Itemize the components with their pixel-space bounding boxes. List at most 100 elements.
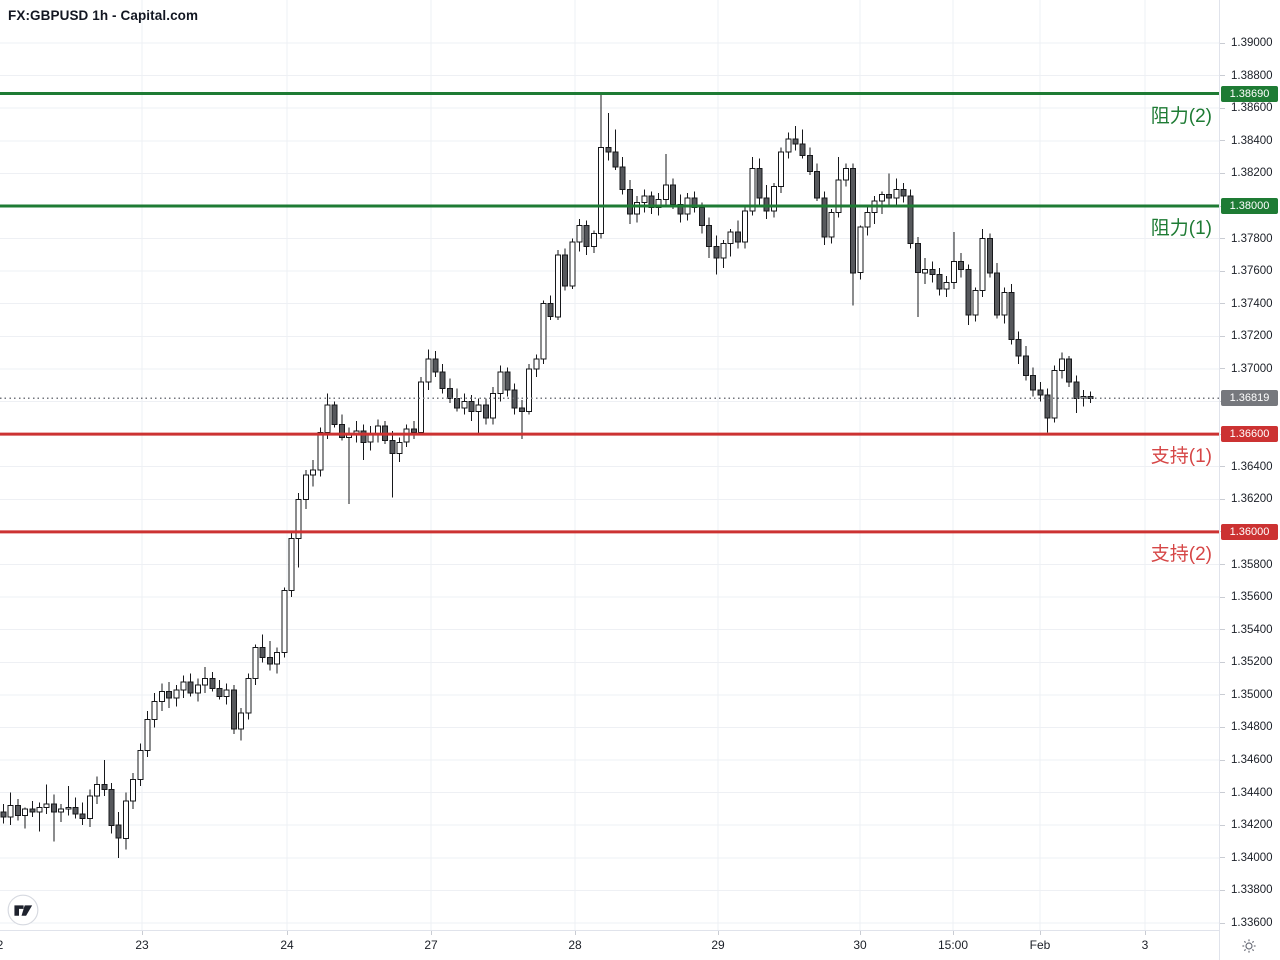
candle xyxy=(670,178,677,210)
level-lines xyxy=(0,92,1219,534)
price-tick-label: 1.33800 xyxy=(1231,884,1273,897)
candle xyxy=(410,421,417,439)
level-annotation[interactable]: 支持(1) xyxy=(1150,446,1212,468)
time-tick-label: 15:00 xyxy=(937,938,969,952)
candle xyxy=(619,157,626,195)
level-annotation[interactable]: 阻力(1) xyxy=(1150,218,1212,239)
candle xyxy=(634,196,641,223)
candle xyxy=(439,364,446,394)
candle xyxy=(691,191,698,213)
candle xyxy=(1044,388,1051,433)
price-tick-label: 1.35000 xyxy=(1231,688,1273,701)
price-axis-tick xyxy=(1220,270,1225,272)
time-tick-label: 24 xyxy=(280,938,294,952)
candle xyxy=(1008,284,1015,345)
candle xyxy=(144,711,151,757)
tradingview-logo-icon[interactable] xyxy=(7,894,39,926)
candle xyxy=(943,276,950,298)
candle xyxy=(166,681,173,708)
candle xyxy=(108,782,115,834)
candle xyxy=(151,693,158,728)
candle xyxy=(562,248,569,291)
price-axis-tick xyxy=(1220,466,1225,468)
candle xyxy=(187,673,194,697)
candle xyxy=(353,421,360,443)
time-axis-tick xyxy=(860,931,861,935)
price-tick-label: 1.38200 xyxy=(1231,167,1273,180)
candle xyxy=(569,238,576,290)
settings-gear-icon[interactable] xyxy=(1241,938,1257,954)
candle xyxy=(965,264,972,325)
candle xyxy=(94,776,101,804)
time-axis-tick xyxy=(1040,931,1041,935)
candle xyxy=(216,680,223,700)
candle xyxy=(22,807,29,829)
candle xyxy=(1058,352,1065,379)
candle xyxy=(1037,382,1044,402)
price-tick-label: 1.36400 xyxy=(1231,460,1273,473)
candle xyxy=(1051,365,1058,423)
price-tick-label: 1.39000 xyxy=(1231,37,1273,49)
candle xyxy=(979,228,986,298)
time-axis[interactable]: 2 23 24 27 28 29 30 15:00 Feb 3 xyxy=(0,930,1280,960)
time-tick-label: 30 xyxy=(853,938,867,952)
price-axis-tick xyxy=(1220,368,1225,370)
candle xyxy=(792,126,799,151)
price-tick-label: 1.34000 xyxy=(1231,851,1273,864)
candle xyxy=(821,191,828,246)
price-tick-label: 1.34600 xyxy=(1231,754,1273,766)
candle xyxy=(576,219,583,252)
price-axis[interactable]: 1.39000 1.38800 1.38600 1.38400 1.38200 1.380… xyxy=(1219,0,1280,960)
price-axis-tick xyxy=(1220,498,1225,500)
candle xyxy=(598,93,605,239)
candle xyxy=(1030,367,1037,397)
candle xyxy=(742,206,749,249)
candle xyxy=(871,196,878,224)
candle xyxy=(806,147,813,175)
candle xyxy=(612,129,619,171)
price-tick-label: 1.33600 xyxy=(1231,917,1273,929)
candle xyxy=(626,179,633,224)
candle xyxy=(0,804,7,824)
candle xyxy=(396,437,403,462)
candle xyxy=(29,800,36,818)
price-tick-label: 1.37800 xyxy=(1231,232,1273,245)
price-axis-tick xyxy=(1220,694,1225,696)
candle xyxy=(994,263,1001,319)
price-axis-tick xyxy=(1220,726,1225,728)
level-price-label: 1.36600 xyxy=(1221,426,1278,443)
candle xyxy=(698,202,705,234)
candle xyxy=(540,300,547,364)
candle xyxy=(756,158,763,205)
level-annotation[interactable]: 阻力(2) xyxy=(1150,105,1212,127)
time-tick-label: 28 xyxy=(568,938,582,952)
price-axis-tick xyxy=(1220,107,1225,109)
price-tick-label: 1.38800 xyxy=(1231,69,1273,82)
candle xyxy=(878,191,885,215)
time-axis-tick xyxy=(1145,931,1146,935)
candle xyxy=(677,194,684,223)
price-axis-tick xyxy=(1220,335,1225,337)
price-axis-tick xyxy=(1220,238,1225,240)
time-tick-label: Feb xyxy=(1029,938,1051,952)
candle xyxy=(770,183,777,218)
price-axis-tick xyxy=(1220,172,1225,174)
candle xyxy=(914,236,921,317)
chart-title: FX:GBPUSD 1h - Capital.com xyxy=(8,8,199,23)
candle xyxy=(14,799,21,821)
candle xyxy=(86,789,93,827)
time-axis-tick xyxy=(431,931,432,935)
candle xyxy=(950,232,957,290)
candle xyxy=(158,683,165,712)
level-price-label: 1.38690 xyxy=(1221,85,1278,102)
candle xyxy=(468,395,475,422)
candle xyxy=(1001,287,1008,324)
candle xyxy=(886,173,893,205)
candle xyxy=(1066,355,1073,387)
candle xyxy=(900,183,907,203)
price-tick-label: 1.38600 xyxy=(1231,102,1273,115)
candle xyxy=(382,421,389,444)
level-annotation[interactable]: 支持(2) xyxy=(1150,543,1212,565)
candle xyxy=(245,673,252,720)
chart-canvas[interactable] xyxy=(0,0,1219,930)
